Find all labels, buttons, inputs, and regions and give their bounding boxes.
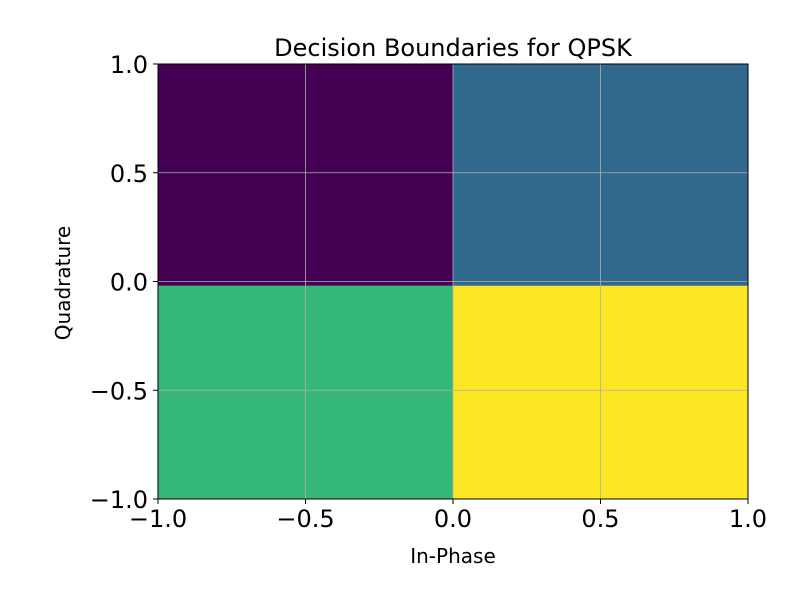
- y-tick-label: 1.0: [110, 51, 148, 79]
- y-tick-label: 0.5: [110, 160, 148, 188]
- y-axis-label: Quadrature: [51, 226, 75, 340]
- x-axis-ticks: −1.0 −0.5 0.0 0.5 1.0: [129, 499, 767, 533]
- y-tick-label: −1.0: [90, 486, 148, 514]
- chart-title: Decision Boundaries for QPSK: [274, 34, 633, 62]
- x-tick-label: 0.5: [581, 505, 619, 533]
- x-axis-label: In-Phase: [410, 544, 496, 568]
- x-tick-label: −0.5: [276, 505, 334, 533]
- x-tick-label: 1.0: [729, 505, 767, 533]
- y-tick-label: 0.0: [110, 269, 148, 297]
- y-tick-label: −0.5: [90, 377, 148, 405]
- y-axis-ticks: −1.0 −0.5 0.0 0.5 1.0: [90, 51, 158, 514]
- x-tick-label: 0.0: [434, 505, 472, 533]
- x-tick-label: −1.0: [129, 505, 187, 533]
